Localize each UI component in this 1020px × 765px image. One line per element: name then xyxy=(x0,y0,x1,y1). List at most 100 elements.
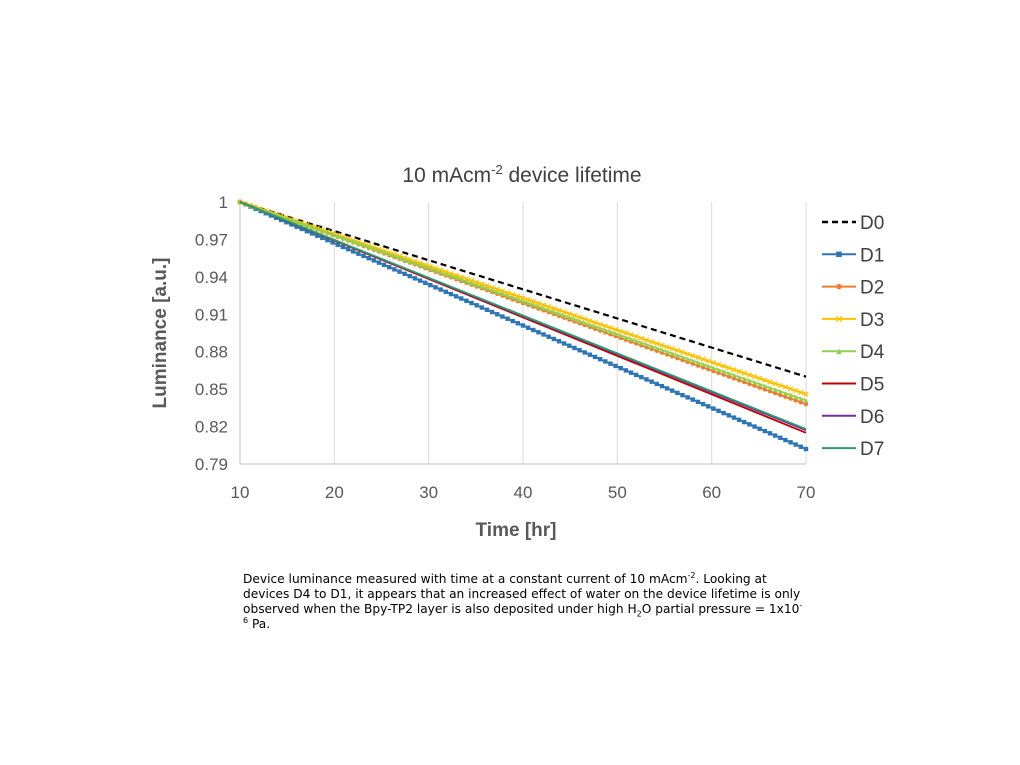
marker-d4 xyxy=(345,237,351,243)
legend-label: D6 xyxy=(860,407,884,428)
marker-d4 xyxy=(495,289,500,295)
marker-d4 xyxy=(664,349,670,354)
marker-d4 xyxy=(762,383,768,389)
marker-d4 xyxy=(294,219,299,225)
marker-d4 xyxy=(608,329,613,335)
marker-d4 xyxy=(572,317,577,322)
marker-d3 xyxy=(602,323,608,329)
marker-d3 xyxy=(726,365,732,371)
marker-d2 xyxy=(752,383,757,388)
marker-d3 xyxy=(705,358,711,364)
marker-d4 xyxy=(397,255,402,261)
marker-d1 xyxy=(412,276,418,281)
series-d7 xyxy=(239,201,807,430)
marker-d4 xyxy=(783,390,788,396)
marker-d4 xyxy=(788,392,793,398)
marker-d1 xyxy=(670,388,675,393)
marker-d3 xyxy=(612,326,619,333)
marker-d2 xyxy=(747,381,752,387)
marker-d4 xyxy=(330,232,335,237)
marker-d4 xyxy=(556,311,562,317)
y-tick-label: 0.79 xyxy=(195,455,228,474)
marker-d4 xyxy=(623,335,629,340)
marker-d1 xyxy=(314,233,320,238)
marker-d3 xyxy=(623,330,629,336)
marker-d1 xyxy=(366,255,371,261)
marker-d3 xyxy=(571,312,578,319)
marker-d1 xyxy=(330,240,335,245)
marker-d4 xyxy=(469,280,474,286)
marker-d3 xyxy=(582,316,588,322)
marker-d2 xyxy=(762,387,768,392)
marker-d1 xyxy=(649,379,654,384)
marker-d1 xyxy=(706,404,711,409)
marker-d1 xyxy=(299,226,304,232)
marker-d1 xyxy=(793,442,798,447)
marker-d2 xyxy=(798,400,804,405)
marker-d1 xyxy=(577,348,582,353)
marker-d1 xyxy=(371,258,376,263)
marker-d4 xyxy=(706,363,711,369)
marker-d4 xyxy=(361,243,366,248)
marker-d3 xyxy=(669,346,675,352)
marker-d4 xyxy=(438,270,443,275)
series-lines xyxy=(237,199,809,452)
marker-d1 xyxy=(340,244,346,250)
marker-d1 xyxy=(654,381,659,387)
marker-d2 xyxy=(757,385,762,390)
marker-d1 xyxy=(752,424,757,429)
marker-d1 xyxy=(531,327,536,333)
marker-d4 xyxy=(489,288,495,293)
marker-d3 xyxy=(751,374,758,380)
marker-d4 xyxy=(459,277,464,282)
marker-d1 xyxy=(726,413,732,418)
marker-d1 xyxy=(659,383,665,389)
marker-d3 xyxy=(782,384,789,390)
marker-d4 xyxy=(484,286,490,291)
marker-d4 xyxy=(654,345,659,351)
marker-d1 xyxy=(675,390,680,396)
marker-d4 xyxy=(443,271,449,277)
marker-d1 xyxy=(618,365,623,371)
marker-d3 xyxy=(736,368,742,375)
marker-d1 xyxy=(556,339,562,344)
marker-d1 xyxy=(700,401,706,407)
marker-d4 xyxy=(577,318,582,324)
marker-d4 xyxy=(639,340,644,345)
marker-d4 xyxy=(757,381,762,387)
marker-d1 xyxy=(711,406,716,411)
marker-d2 xyxy=(788,396,793,401)
marker-d1 xyxy=(402,271,407,277)
marker-d4 xyxy=(381,250,387,255)
y-tick-label: 0.88 xyxy=(195,343,228,362)
marker-d1 xyxy=(788,440,793,445)
marker-d1 xyxy=(304,228,310,234)
marker-d1 xyxy=(309,231,315,236)
marker-d2 xyxy=(783,394,788,399)
marker-d4 xyxy=(551,309,557,315)
axes xyxy=(239,202,806,465)
marker-d3 xyxy=(633,333,639,340)
legend: D0 D1 D2 D3 D4 D5 D6 D7 xyxy=(822,213,885,460)
marker-d3 xyxy=(664,344,670,350)
marker-d4 xyxy=(525,300,531,306)
legend-item-d5: D5 xyxy=(822,375,884,396)
marker-d1 xyxy=(433,285,438,290)
marker-d3 xyxy=(546,304,552,310)
marker-d1 xyxy=(685,395,690,400)
marker-d3 xyxy=(566,311,572,317)
legend-label: D2 xyxy=(860,278,884,299)
marker-d1 xyxy=(798,444,804,449)
marker-d4 xyxy=(320,228,325,234)
marker-d4 xyxy=(448,273,454,279)
marker-d4 xyxy=(700,362,706,367)
marker-d4 xyxy=(613,331,618,336)
legend-label: D7 xyxy=(860,439,884,460)
marker-d4 xyxy=(392,253,397,259)
marker-d4 xyxy=(423,264,428,270)
marker-d4 xyxy=(592,324,598,329)
marker-d1 xyxy=(721,410,726,416)
marker-d1 xyxy=(644,377,649,382)
marker-d2 xyxy=(736,378,742,383)
